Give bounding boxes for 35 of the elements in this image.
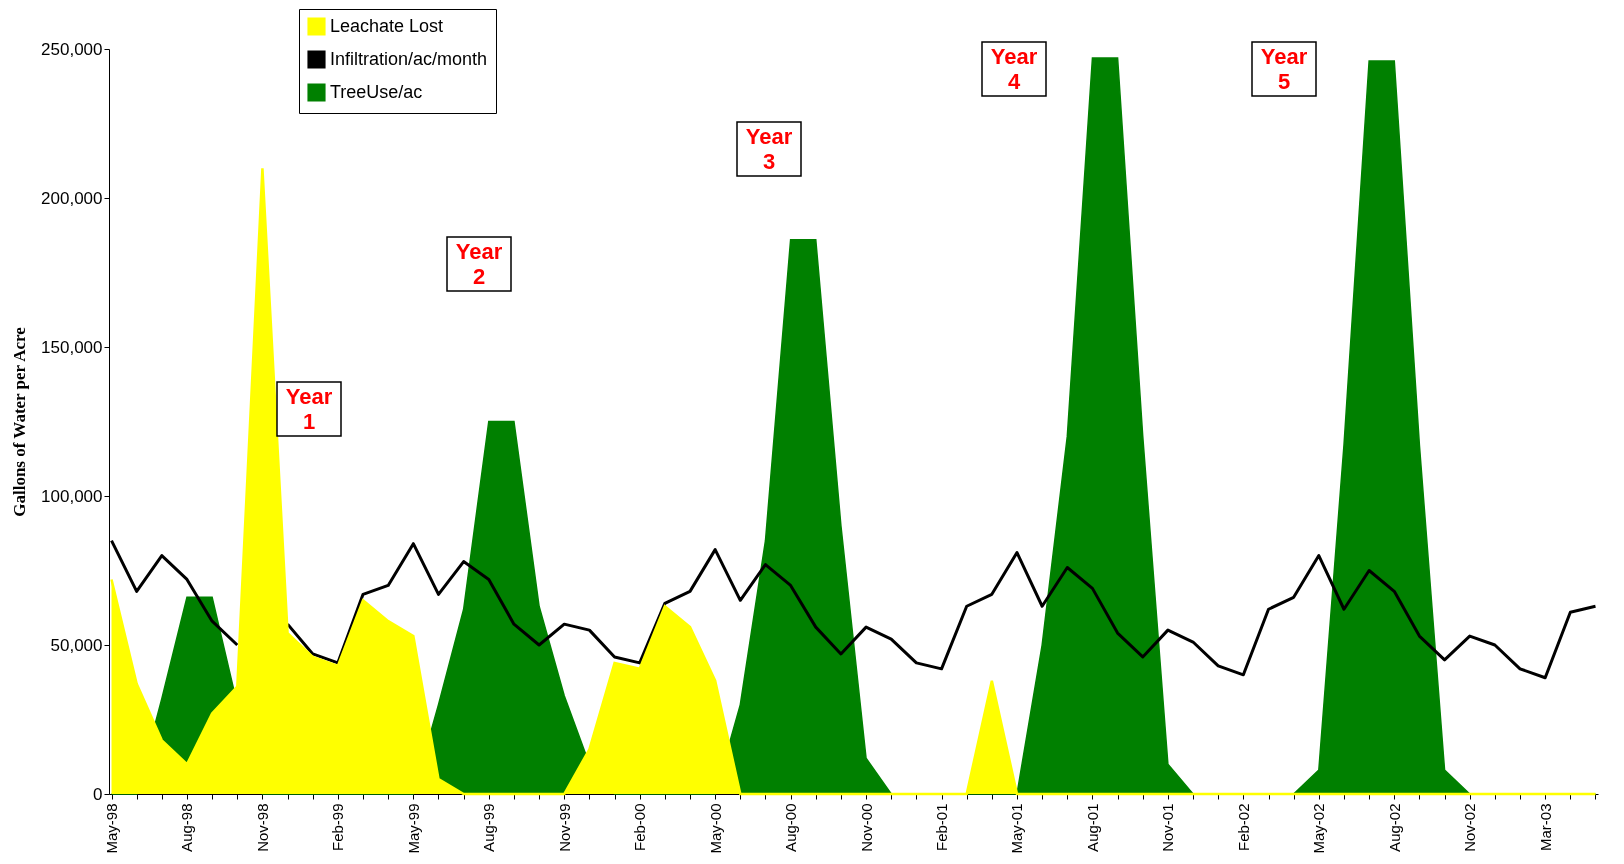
x-tick-label: May-00 <box>706 803 724 854</box>
annotation: Year 3 <box>745 124 793 174</box>
annotation: Year 1 <box>285 384 333 434</box>
y-tick-label: 100,000 <box>41 486 103 506</box>
x-tick-label: May-98 <box>103 803 121 854</box>
x-tick-label: Aug-01 <box>1083 803 1101 852</box>
legend-label: Leachate Lost <box>330 15 444 36</box>
annotation: Year 2 <box>455 239 503 289</box>
y-tick-label: 200,000 <box>41 188 103 208</box>
x-tick-label: Mar-03 <box>1536 803 1554 852</box>
x-tick-label: Aug-99 <box>480 803 498 852</box>
x-tick-label: Feb-99 <box>329 803 347 852</box>
annotation: Year 4 <box>990 44 1038 94</box>
x-tick-label: Feb-00 <box>631 803 649 852</box>
x-tick-label: Nov-01 <box>1159 803 1177 852</box>
y-tick-label: 50,000 <box>50 635 103 655</box>
y-axis-title: Gallons of Water per Acre <box>10 326 30 517</box>
y-tick-label: 150,000 <box>41 337 103 357</box>
x-tick-label: May-02 <box>1310 803 1328 854</box>
x-tick-label: Nov-98 <box>253 803 271 852</box>
x-tick-label: Nov-02 <box>1461 803 1479 852</box>
x-tick-label: Aug-98 <box>178 803 196 852</box>
x-tick-label: Nov-99 <box>555 803 573 852</box>
legend-label: Infiltration/ac/month <box>330 48 488 69</box>
x-tick-label: Nov-00 <box>857 803 875 852</box>
x-tick-label: Aug-02 <box>1385 803 1403 852</box>
legend-label: TreeUse/ac <box>330 81 423 102</box>
x-tick-label: May-99 <box>404 803 422 854</box>
annotation: Year 5 <box>1260 44 1308 94</box>
x-tick-label: Feb-01 <box>933 803 951 852</box>
y-tick-label: 250,000 <box>41 39 103 59</box>
x-tick-label: Aug-00 <box>782 803 800 852</box>
x-tick-label: May-01 <box>1008 803 1026 854</box>
x-tick-label: Feb-02 <box>1234 803 1252 852</box>
y-tick-label: 0 <box>93 784 103 804</box>
